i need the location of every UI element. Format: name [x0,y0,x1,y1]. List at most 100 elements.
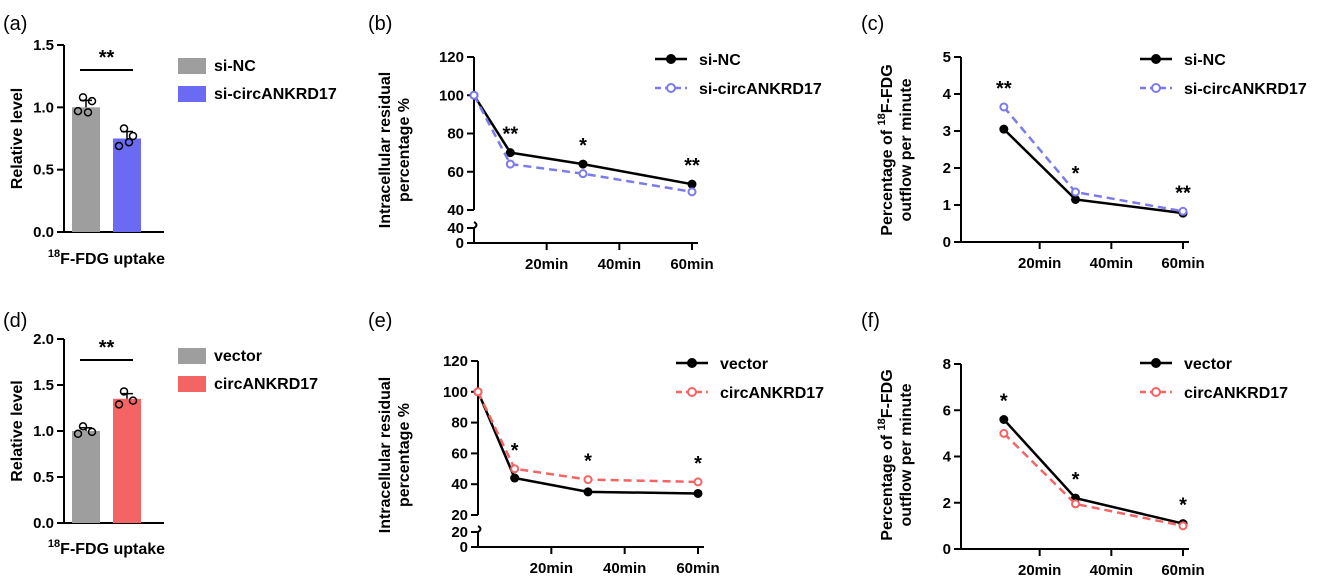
y-tick-label: 60 [451,445,468,462]
significance-label: * [1179,495,1187,517]
axis-break-mark [473,221,478,229]
legend-marker [1151,387,1161,397]
y-tick-label: 120 [443,353,468,370]
legend-marker [687,387,697,397]
legend-swatch [178,348,206,364]
data-point [114,400,124,409]
legend-marker [687,358,697,368]
data-point [128,131,138,141]
y-axis-label: Intracellular residual percentage % [377,377,413,534]
x-tick-label: 40min [1090,562,1133,579]
significance-label: ** [99,47,115,69]
y-tick-label: 100 [439,87,464,104]
y-tick-label: 6 [943,402,951,419]
y-tick-label: 2 [943,160,951,177]
y-tick-label: 0 [943,541,951,558]
data-point [119,124,129,133]
panel-label: (b) [368,13,392,35]
y-tick-label: 4 [943,86,952,103]
data-point [87,427,97,437]
y-axis-label: Intracellular residual percentage % [377,72,413,229]
panel-label: (a) [3,13,27,35]
legend-label: si-NC [699,52,741,69]
panel-label: (e) [368,310,392,332]
legend-label: si-NC [214,58,256,75]
y-axis-label: Percentage of 18F-FDG outflow per minute [876,64,915,235]
y-tick-label: 100 [443,384,468,401]
data-point [510,464,520,474]
y-tick-label: 0 [943,234,951,251]
x-tick-label: 60min [676,560,719,577]
data-point [87,96,97,106]
y-tick-label: 40 [451,476,468,493]
series-line [476,391,699,484]
significance-label: * [584,451,592,473]
data-point [578,159,588,169]
data-point [583,475,593,485]
data-point [583,487,593,497]
legend-marker [666,83,676,93]
x-tick-label: 40min [1090,255,1133,272]
data-point [78,422,88,431]
y-tick-label: 0.0 [33,515,54,532]
series-line [1002,128,1184,215]
data-point [999,415,1009,424]
data-point [505,159,515,169]
data-point [78,93,88,102]
y-tick-label: 0.5 [33,162,54,179]
significance-label: * [511,440,519,462]
data-point [693,477,703,487]
y-tick-label: 1.0 [33,99,54,116]
y-tick-label: 120 [439,49,464,66]
legend-label: si-circANKRD17 [1184,81,1307,98]
y-tick-label: 40 [447,202,464,219]
panel-label: (d) [3,310,27,332]
y-tick-label: 2.0 [33,331,54,348]
series-line [1002,106,1184,213]
x-tick-label: 60min [670,256,713,273]
legend-label: si-NC [1184,52,1226,69]
bar [72,107,100,232]
significance-label: ** [1175,182,1191,204]
data-point [469,90,479,100]
data-point [473,387,483,397]
bar [72,431,100,523]
x-tick-label: 40min [598,256,641,273]
x-tick-label: 40min [603,560,646,577]
series-line [472,94,693,186]
significance-label: * [1072,469,1080,491]
y-tick-label: 8 [943,356,951,373]
data-point [83,108,93,117]
significance-label: ** [99,337,115,359]
x-tick-label: 20min [530,560,573,577]
bar [113,138,141,232]
y-tick-label: 0 [456,235,464,252]
y-tick-label: 80 [447,126,464,143]
data-point [128,396,138,405]
x-tick-label: 20min [1018,562,1061,579]
legend-label: si-circANKRD17 [699,81,822,98]
significance-label: * [579,135,587,157]
significance-label: * [1072,163,1080,185]
significance-label: * [694,453,702,475]
legend-marker [1151,83,1161,93]
y-tick-label: 0 [460,539,468,556]
y-tick-label: 1.5 [33,37,54,54]
legend-label: circANKRD17 [1184,385,1288,402]
y-tick-label: 1.0 [33,423,54,440]
data-point [578,169,588,179]
significance-label: ** [684,155,700,177]
y-axis-label: Relative level [9,88,26,189]
legend-label: vector [1184,356,1232,373]
data-point [114,141,124,151]
data-point [124,137,134,147]
y-tick-label: 1 [943,197,951,214]
legend-label: circANKRD17 [720,385,824,402]
panel-label: (c) [861,13,884,35]
data-point [1071,187,1080,197]
data-point [687,187,697,197]
data-point [505,148,515,158]
y-axis-label: Percentage of 18F-FDG outflow per minute [876,369,915,540]
y-tick-label: 80 [451,415,468,432]
data-point [73,106,83,116]
